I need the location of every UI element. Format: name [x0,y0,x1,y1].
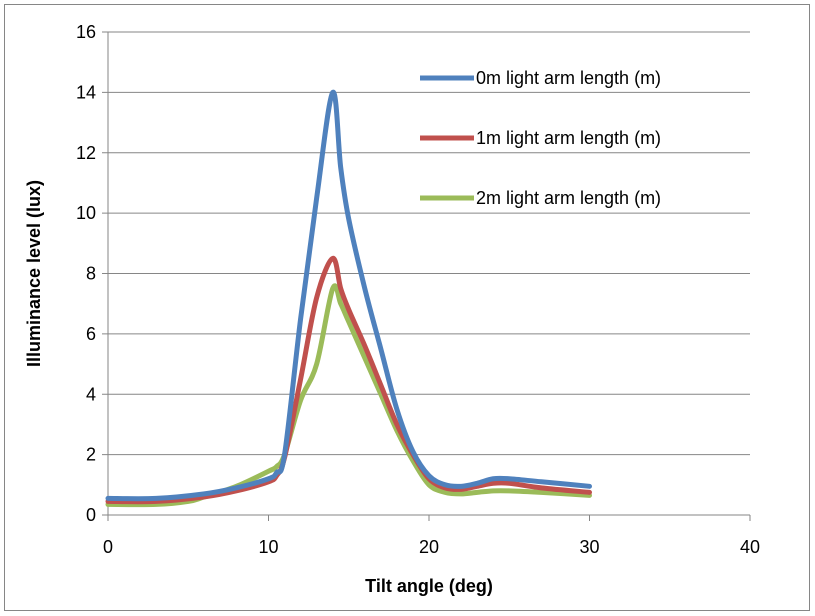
y-axis-title: Illuminance level (lux) [24,180,44,367]
legend-label: 2m light arm length (m) [476,188,661,208]
x-tick-label: 40 [740,537,760,557]
chart-frame [4,4,810,611]
series-line-2 [105,283,592,508]
series-lines [105,89,592,508]
axes [102,31,751,521]
tick-labels: 0 2 4 6 8 10 12 14 16 0 10 20 30 40 [76,22,760,557]
y-tick-label: 16 [76,22,96,42]
legend-entry-1: 1m light arm length (m) [420,128,661,148]
series-line-0 [105,89,592,502]
x-tick-label: 20 [419,537,439,557]
x-tick-label: 10 [258,537,278,557]
legend: 0m light arm length (m) 1m light arm leng… [420,68,661,208]
y-tick-label: 0 [86,505,96,525]
y-tick-label: 10 [76,203,96,223]
y-tick-label: 8 [86,264,96,284]
y-tick-label: 4 [86,384,96,404]
y-tick-label: 12 [76,143,96,163]
legend-label: 1m light arm length (m) [476,128,661,148]
x-tick-label: 0 [103,537,113,557]
series-line-1 [105,255,592,505]
x-axis-title: Tilt angle (deg) [365,576,493,596]
y-tick-label: 2 [86,445,96,465]
legend-entry-2: 2m light arm length (m) [420,188,661,208]
legend-entry-0: 0m light arm length (m) [420,68,661,88]
x-tick-label: 30 [579,537,599,557]
legend-label: 0m light arm length (m) [476,68,661,88]
y-tick-label: 14 [76,82,96,102]
y-tick-label: 6 [86,324,96,344]
gridlines [108,31,750,456]
